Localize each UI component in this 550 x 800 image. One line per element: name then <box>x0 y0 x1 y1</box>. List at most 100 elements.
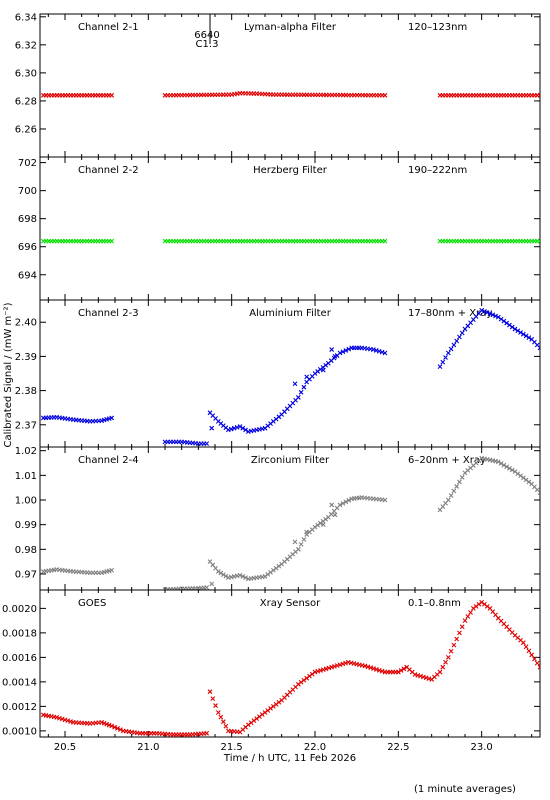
y-tick-label: 2.37 <box>15 420 37 431</box>
channel-label: Channel 2-3 <box>78 308 139 319</box>
y-tick-label: 2.39 <box>15 352 37 363</box>
series-1 <box>40 90 540 98</box>
data-point <box>109 92 115 98</box>
y-tick-label: 0.97 <box>15 569 37 580</box>
data-point <box>509 467 515 473</box>
data-point <box>340 349 346 355</box>
data-point <box>537 664 540 670</box>
data-point <box>451 342 457 348</box>
y-tick-label: 1.02 <box>15 446 37 457</box>
data-point <box>495 314 501 320</box>
y-tick-label: 702 <box>18 158 37 169</box>
data-point <box>109 238 115 244</box>
channel-label: Channel 2-2 <box>78 165 139 176</box>
data-point <box>295 395 301 400</box>
data-point <box>518 330 523 335</box>
y-tick-label: 0.0014 <box>2 677 37 688</box>
data-point <box>301 384 307 390</box>
y-tick-label: 0.98 <box>15 545 37 556</box>
data-point <box>462 618 468 624</box>
y-tick-label: 0.0018 <box>2 628 37 639</box>
data-point <box>320 522 326 528</box>
y-tick-label: 0.0012 <box>2 702 37 713</box>
panel-frame <box>39 589 541 738</box>
flare-region-label: 6640 <box>194 30 219 41</box>
data-point <box>501 462 507 468</box>
data-point <box>537 238 540 244</box>
band-label: 17–80nm + Xray <box>408 308 492 319</box>
y-tick-label: 698 <box>18 214 37 225</box>
panel-3: 2.37 2.38 2.39 2.40 Channel 2-3 Aluminium Fil… <box>15 299 541 448</box>
data-point <box>237 424 243 429</box>
data-point <box>240 574 246 579</box>
data-point <box>457 479 462 485</box>
data-point <box>487 311 493 317</box>
data-point <box>448 346 454 352</box>
data-point <box>532 656 537 662</box>
data-point <box>332 512 338 518</box>
data-point <box>526 335 532 340</box>
data-point <box>465 614 471 619</box>
data-point <box>220 572 226 577</box>
data-point <box>440 664 446 670</box>
data-point <box>515 328 521 334</box>
data-point <box>218 570 224 576</box>
y-tick-label: 700 <box>18 186 37 197</box>
data-point <box>204 730 210 736</box>
panel-4: 0.97 0.98 0.99 1.00 1.01 1.02 Channel 2-4 Zirco… <box>15 446 541 591</box>
data-point <box>445 497 451 503</box>
data-point <box>498 461 504 466</box>
data-point <box>332 354 338 359</box>
data-point <box>454 636 460 642</box>
panel-2: 694 696 698 700 702 Channel 2-2 Herzberg Filte… <box>18 156 541 301</box>
data-point <box>504 464 510 470</box>
data-point <box>495 459 501 465</box>
data-point <box>509 324 515 330</box>
data-point <box>454 338 460 344</box>
y-tick-label: 694 <box>18 270 37 281</box>
series-2 <box>40 238 540 244</box>
data-point <box>343 499 349 505</box>
data-point <box>482 309 487 314</box>
data-point <box>112 724 117 730</box>
data-point <box>329 502 335 508</box>
data-point <box>304 529 310 535</box>
data-point <box>243 427 248 433</box>
data-point <box>526 648 532 654</box>
data-point <box>459 624 465 630</box>
panel-5: 0.0010 0.0012 0.0014 0.0016 0.0018 0.0020 GOES… <box>2 589 541 753</box>
data-point <box>395 669 401 675</box>
footnote: (1 minute averages) <box>414 784 516 795</box>
filter-label: Zirconium Filter <box>251 455 330 466</box>
x-tick-label: 21.0 <box>137 742 159 753</box>
data-point <box>534 660 540 666</box>
data-point <box>382 497 388 503</box>
data-point <box>340 501 346 506</box>
filter-label: Herzberg Filter <box>253 165 328 176</box>
y-tick-label: 6.28 <box>15 96 37 107</box>
data-point <box>207 689 213 695</box>
data-point <box>298 541 304 547</box>
data-point <box>537 490 540 496</box>
data-point <box>329 347 335 352</box>
data-point <box>295 546 301 552</box>
data-point <box>343 348 349 353</box>
data-point <box>337 350 343 356</box>
data-point <box>523 333 529 339</box>
y-tick-label: 0.0016 <box>2 653 37 664</box>
data-point <box>292 381 298 387</box>
band-label: 120–123nm <box>408 22 467 33</box>
data-point <box>445 654 451 660</box>
data-point <box>537 345 540 351</box>
data-point <box>507 465 512 471</box>
data-point <box>512 326 518 332</box>
data-point <box>448 648 454 654</box>
data-point <box>459 475 465 480</box>
data-point <box>437 669 443 675</box>
channel-label: GOES <box>78 598 106 609</box>
data-point <box>443 659 448 665</box>
data-point <box>118 727 123 733</box>
series-5 <box>40 599 540 737</box>
x-tick-label: 22.0 <box>304 742 326 753</box>
